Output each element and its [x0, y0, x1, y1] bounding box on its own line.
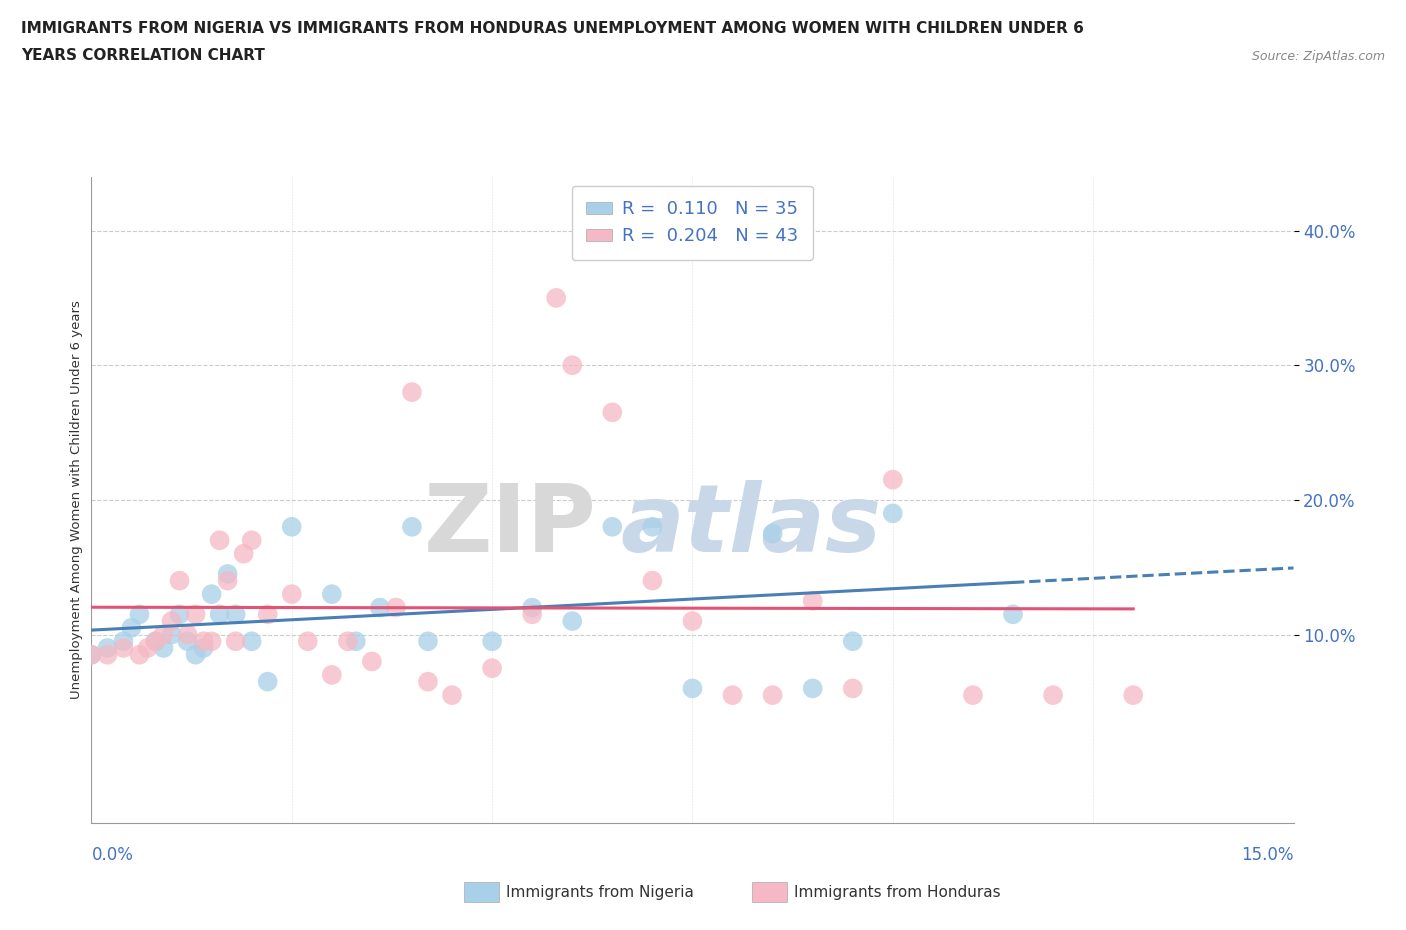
Point — [281, 587, 304, 602]
Point — [641, 519, 664, 534]
Point — [721, 687, 744, 702]
Point — [416, 674, 439, 689]
Point — [1122, 687, 1144, 702]
Point — [232, 546, 254, 561]
Point — [481, 660, 503, 675]
Point — [882, 506, 904, 521]
Point — [176, 627, 198, 642]
Point — [546, 290, 568, 305]
Point — [256, 607, 278, 622]
Point — [962, 687, 984, 702]
Point — [201, 587, 224, 602]
Point — [321, 668, 343, 683]
Point — [208, 533, 231, 548]
Point — [522, 607, 544, 622]
Point — [561, 358, 583, 373]
Point — [112, 634, 135, 649]
Point — [321, 587, 343, 602]
Point — [240, 634, 263, 649]
Point — [80, 647, 103, 662]
Point — [681, 614, 703, 629]
Point — [401, 385, 423, 400]
Point — [160, 627, 183, 642]
Point — [208, 607, 231, 622]
Point — [416, 634, 439, 649]
Point — [160, 614, 183, 629]
Point — [602, 519, 624, 534]
Text: Immigrants from Honduras: Immigrants from Honduras — [794, 885, 1001, 900]
Point — [96, 641, 118, 656]
Point — [184, 647, 207, 662]
Point — [112, 641, 135, 656]
Point — [176, 634, 198, 649]
Point — [882, 472, 904, 487]
Point — [169, 573, 191, 588]
Point — [128, 607, 150, 622]
Point — [152, 641, 174, 656]
Point — [256, 674, 278, 689]
Text: Source: ZipAtlas.com: Source: ZipAtlas.com — [1251, 50, 1385, 63]
Point — [96, 647, 118, 662]
Point — [184, 607, 207, 622]
Point — [602, 405, 624, 419]
Text: atlas: atlas — [620, 480, 882, 572]
Point — [561, 614, 583, 629]
Point — [152, 627, 174, 642]
Point — [360, 654, 382, 669]
Point — [225, 607, 247, 622]
Point — [136, 641, 159, 656]
Point — [128, 647, 150, 662]
Point — [193, 634, 215, 649]
Point — [440, 687, 463, 702]
Point — [681, 681, 703, 696]
Point — [217, 573, 239, 588]
Point — [522, 600, 544, 615]
Point — [169, 607, 191, 622]
Point — [240, 533, 263, 548]
Text: IMMIGRANTS FROM NIGERIA VS IMMIGRANTS FROM HONDURAS UNEMPLOYMENT AMONG WOMEN WIT: IMMIGRANTS FROM NIGERIA VS IMMIGRANTS FR… — [21, 20, 1084, 35]
Point — [801, 681, 824, 696]
Point — [201, 634, 224, 649]
Point — [145, 634, 167, 649]
Point — [368, 600, 391, 615]
Point — [385, 600, 408, 615]
Text: Immigrants from Nigeria: Immigrants from Nigeria — [506, 885, 695, 900]
Point — [762, 687, 785, 702]
Point — [80, 647, 103, 662]
Text: 0.0%: 0.0% — [91, 846, 134, 864]
Point — [193, 641, 215, 656]
Y-axis label: Unemployment Among Women with Children Under 6 years: Unemployment Among Women with Children U… — [70, 300, 83, 699]
Point — [1042, 687, 1064, 702]
Point — [281, 519, 304, 534]
Point — [401, 519, 423, 534]
Text: 15.0%: 15.0% — [1241, 846, 1294, 864]
Legend: R =  0.110   N = 35, R =  0.204   N = 43: R = 0.110 N = 35, R = 0.204 N = 43 — [572, 186, 813, 259]
Text: YEARS CORRELATION CHART: YEARS CORRELATION CHART — [21, 48, 264, 63]
Point — [336, 634, 359, 649]
Point — [297, 634, 319, 649]
Point — [225, 634, 247, 649]
Text: ZIP: ZIP — [423, 480, 596, 572]
Point — [121, 620, 143, 635]
Point — [641, 573, 664, 588]
Point — [145, 634, 167, 649]
Point — [217, 566, 239, 581]
Point — [801, 593, 824, 608]
Point — [344, 634, 367, 649]
Point — [481, 634, 503, 649]
Point — [841, 681, 863, 696]
Point — [1001, 607, 1024, 622]
Point — [841, 634, 863, 649]
Point — [762, 526, 785, 541]
